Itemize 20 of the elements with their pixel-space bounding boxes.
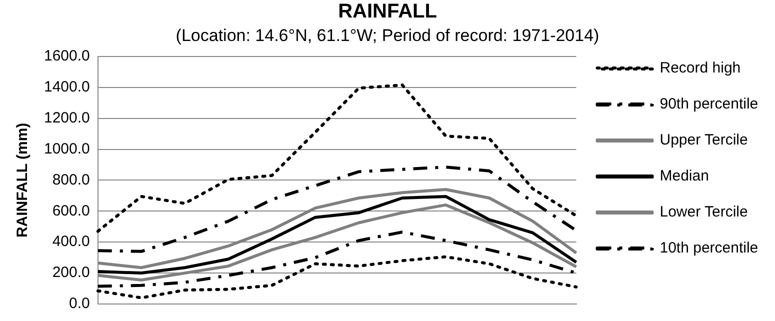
y-tick-label: 1000.0 bbox=[44, 140, 90, 158]
y-tick-label: 1400.0 bbox=[44, 78, 90, 96]
y-tick-label: 200.0 bbox=[52, 264, 90, 282]
legend-label: 10th percentile bbox=[660, 240, 758, 257]
y-tick-label: 1200.0 bbox=[44, 109, 90, 126]
y-axis-title: RAINFALL (mm) bbox=[14, 122, 32, 238]
legend-label: Upper Tercile bbox=[660, 132, 748, 149]
y-tick-label: 800.0 bbox=[52, 171, 90, 188]
y-tick-label: 400.0 bbox=[52, 233, 90, 250]
line-series bbox=[96, 166, 578, 253]
line-series bbox=[96, 84, 578, 233]
legend-label: Lower Tercile bbox=[660, 204, 748, 221]
legend-label: Median bbox=[660, 168, 709, 185]
y-tick-label: 0.0 bbox=[69, 295, 90, 312]
chart-subtitle: (Location: 14.6°N, 61.1°W; Period of record: 1971-2014) bbox=[176, 26, 600, 45]
y-tick-label: 600.0 bbox=[52, 202, 90, 220]
legend-label: 90th percentile bbox=[660, 96, 758, 113]
y-tick-label: 1600.0 bbox=[44, 48, 90, 65]
legend-label: Record high bbox=[660, 60, 741, 77]
chart-title: RAINFALL bbox=[338, 0, 437, 23]
